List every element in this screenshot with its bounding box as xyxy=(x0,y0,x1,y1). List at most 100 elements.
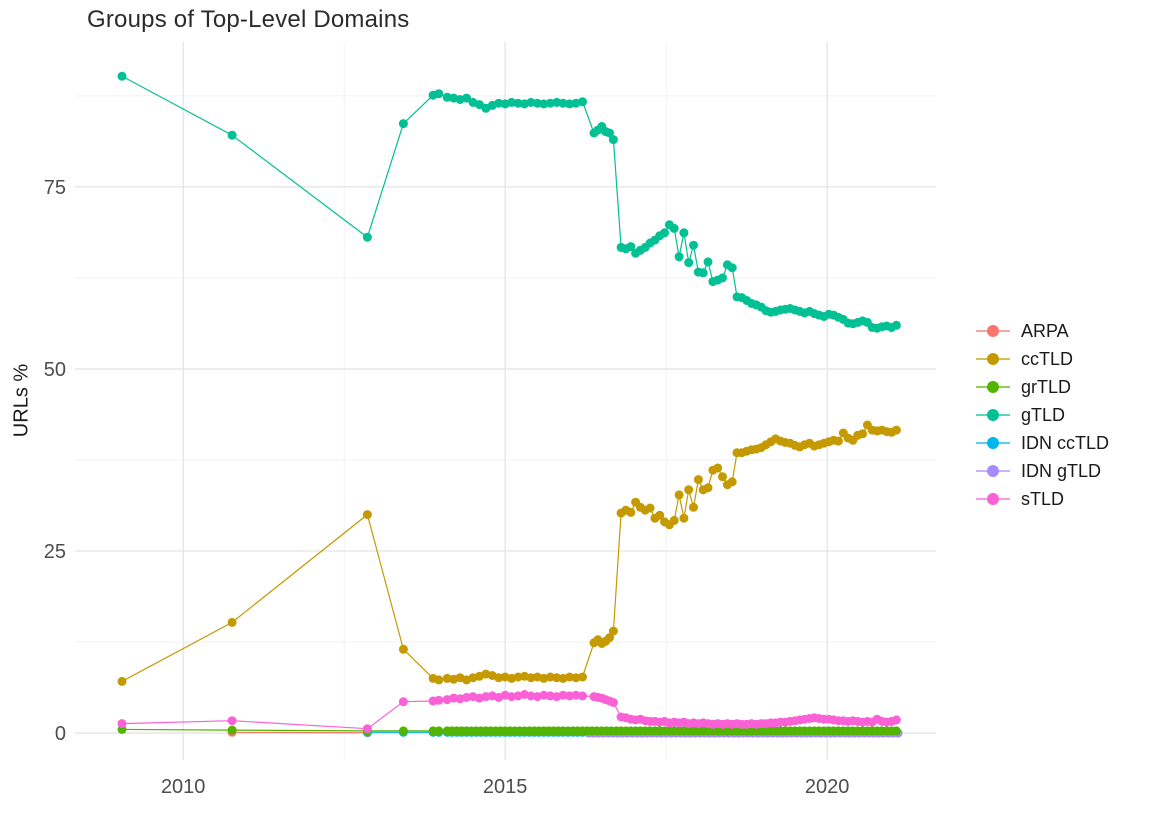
data-point-grtld xyxy=(434,726,444,736)
data-point-cctld xyxy=(833,436,843,446)
data-point-cctld xyxy=(858,429,868,439)
data-point-gtld xyxy=(718,273,727,283)
legend-label: gTLD xyxy=(1021,404,1066,425)
data-point-cctld xyxy=(727,477,737,487)
data-point-gtld xyxy=(669,223,679,233)
data-point-cctld xyxy=(891,425,901,435)
data-point-cctld xyxy=(669,515,679,525)
legend-label: ccTLD xyxy=(1021,348,1074,369)
data-point-cctld xyxy=(655,510,665,520)
data-point-gtld xyxy=(494,98,504,108)
y-tick-label: 0 xyxy=(55,723,66,745)
data-point-stld xyxy=(539,690,549,700)
data-point-stld xyxy=(507,692,517,702)
data-point-cctld xyxy=(703,483,713,493)
data-point-cctld xyxy=(679,513,689,523)
data-point-gtld xyxy=(689,240,698,250)
data-point-gtld xyxy=(684,258,694,268)
data-point-stld xyxy=(891,715,901,725)
chart-title: Groups of Top-Level Domains xyxy=(87,6,410,33)
data-point-cctld xyxy=(526,673,536,683)
data-point-gtld xyxy=(605,128,614,138)
series-arpa xyxy=(227,727,372,738)
data-point-gtld xyxy=(117,71,127,81)
data-point-gtld xyxy=(462,93,471,103)
data-point-cctld xyxy=(674,490,684,500)
legend-item-stld: sTLD xyxy=(976,489,1109,509)
legend-label: IDN gTLD xyxy=(1021,460,1102,481)
data-point-cctld xyxy=(571,673,581,683)
data-point-gtld xyxy=(698,268,708,278)
legend-item-gtld: gTLD xyxy=(976,405,1109,425)
data-point-grtld xyxy=(227,725,237,735)
data-point-cctld xyxy=(605,633,614,643)
series-stld xyxy=(117,690,901,734)
data-point-gtld xyxy=(703,257,713,267)
data-point-cctld xyxy=(626,507,636,517)
data-point-cctld xyxy=(684,485,694,495)
legend-label: ARPA xyxy=(1021,320,1069,341)
legend-key-icon xyxy=(976,489,1010,509)
data-point-cctld xyxy=(398,644,408,654)
data-point-cctld xyxy=(689,502,698,512)
data-point-gtld xyxy=(362,232,372,242)
x-tick-label: 2020 xyxy=(805,776,850,798)
legend-label: IDN ccTLD xyxy=(1021,432,1110,453)
data-point-stld xyxy=(362,724,372,734)
data-point-stld xyxy=(571,690,581,700)
series-cctld xyxy=(117,420,901,686)
data-point-stld xyxy=(558,690,568,700)
data-point-stld xyxy=(117,719,127,729)
data-point-grtld xyxy=(398,726,408,736)
data-point-stld xyxy=(227,716,237,726)
data-point-gtld xyxy=(891,320,901,330)
legend-key-icon xyxy=(976,349,1010,369)
legend-key-icon xyxy=(976,461,1010,481)
data-point-grtld xyxy=(891,726,901,736)
data-point-stld xyxy=(398,697,408,707)
data-point-gtld xyxy=(578,97,587,107)
data-point-cctld xyxy=(645,503,655,513)
data-point-gtld xyxy=(679,228,689,238)
data-point-cctld xyxy=(434,675,444,685)
data-point-stld xyxy=(526,691,536,701)
data-point-gtld xyxy=(434,89,444,99)
legend-key-icon xyxy=(976,377,1010,397)
legend-item-arpa: ARPA xyxy=(976,321,1109,341)
data-point-stld xyxy=(608,698,618,707)
data-point-gtld xyxy=(558,98,568,108)
legend-key-icon xyxy=(976,321,1010,341)
data-point-gtld xyxy=(660,228,670,238)
legend-key-icon xyxy=(976,405,1010,425)
data-point-cctld xyxy=(578,672,587,682)
series-line-cctld xyxy=(121,423,897,682)
legend-label: grTLD xyxy=(1021,376,1072,397)
y-tick-label: 50 xyxy=(44,359,66,381)
data-point-gtld xyxy=(727,263,737,273)
data-point-stld xyxy=(578,691,587,701)
data-point-cctld xyxy=(693,475,703,485)
legend-item-idn-gtld: IDN gTLD xyxy=(976,461,1109,481)
data-point-stld xyxy=(434,695,444,705)
data-point-gtld xyxy=(626,242,636,252)
y-tick-label: 75 xyxy=(44,177,66,199)
data-point-gtld xyxy=(539,99,549,109)
series-line-gtld xyxy=(121,75,897,329)
x-tick-label: 2015 xyxy=(483,776,528,798)
data-point-gtld xyxy=(398,119,408,129)
data-point-cctld xyxy=(362,510,372,520)
data-point-gtld xyxy=(227,130,237,140)
data-point-cctld xyxy=(713,463,723,473)
data-point-cctld xyxy=(608,626,618,636)
data-point-cctld xyxy=(227,617,237,627)
data-point-gtld xyxy=(674,252,684,262)
legend-key-icon xyxy=(976,433,1010,453)
data-point-cctld xyxy=(718,472,727,482)
x-tick-label: 2010 xyxy=(161,776,206,798)
data-point-gtld xyxy=(608,135,618,145)
data-point-cctld xyxy=(494,673,504,683)
legend-item-cctld: ccTLD xyxy=(976,349,1109,369)
legend-item-grtld: grTLD xyxy=(976,377,1109,397)
